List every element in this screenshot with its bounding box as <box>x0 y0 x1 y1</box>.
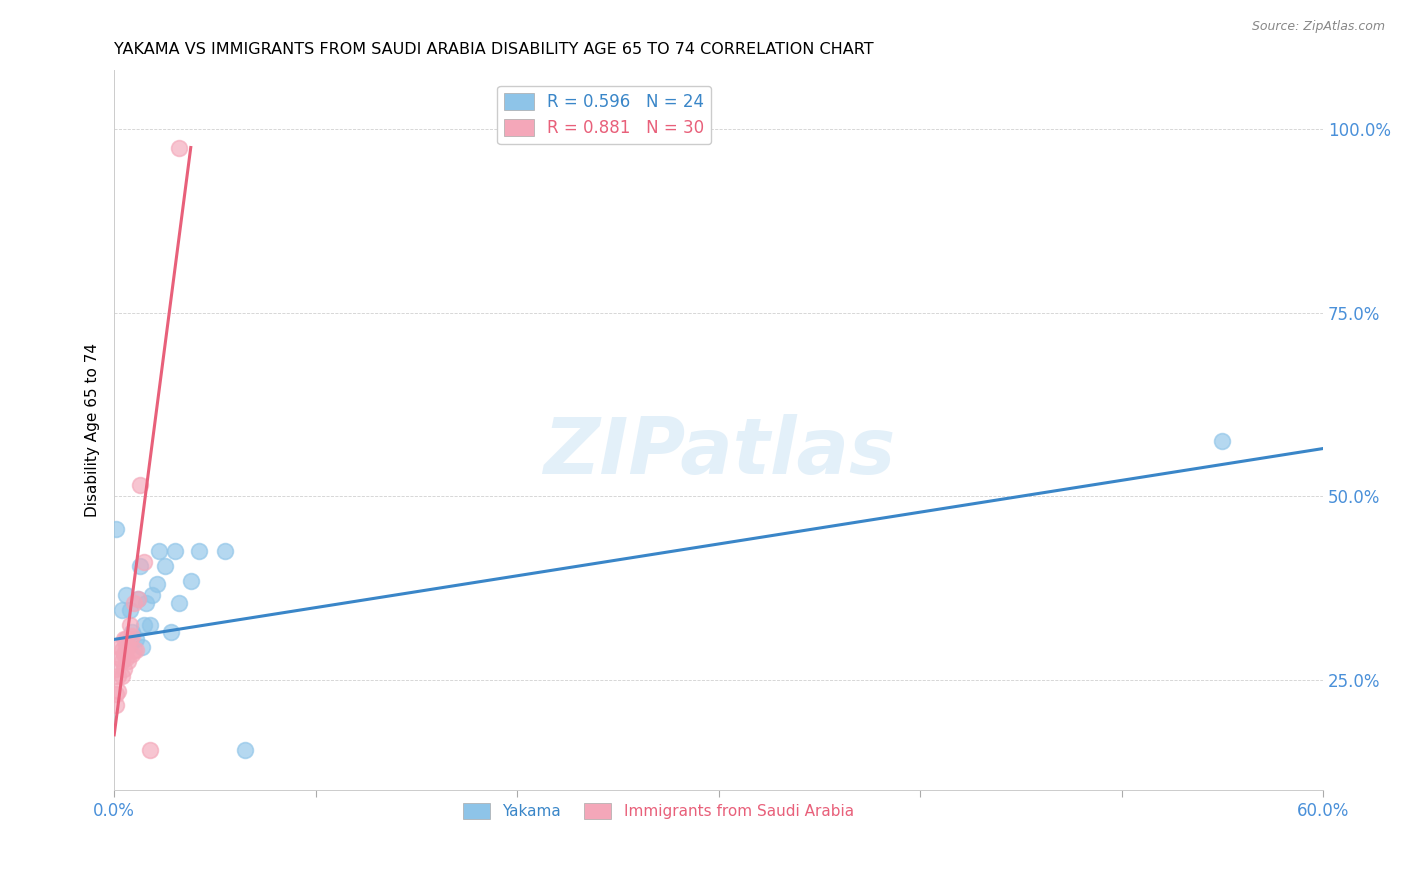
Point <box>121 625 143 640</box>
Point <box>180 574 202 588</box>
Point <box>111 603 134 617</box>
Point <box>107 669 129 683</box>
Point <box>120 603 142 617</box>
Point <box>111 655 134 669</box>
Point <box>139 742 162 756</box>
Text: ZIPatlas: ZIPatlas <box>543 414 894 490</box>
Point <box>110 650 132 665</box>
Point <box>233 742 256 756</box>
Point <box>115 640 138 654</box>
Y-axis label: Disability Age 65 to 74: Disability Age 65 to 74 <box>86 343 100 517</box>
Point <box>159 625 181 640</box>
Point <box>141 588 163 602</box>
Point <box>127 592 149 607</box>
Point <box>127 592 149 607</box>
Point <box>135 596 157 610</box>
Point <box>120 617 142 632</box>
Point <box>153 559 176 574</box>
Point <box>120 632 142 647</box>
Point <box>129 478 152 492</box>
Point <box>167 596 190 610</box>
Text: Source: ZipAtlas.com: Source: ZipAtlas.com <box>1251 20 1385 33</box>
Point <box>214 544 236 558</box>
Point <box>105 698 128 713</box>
Point <box>107 683 129 698</box>
Point <box>112 632 135 647</box>
Point <box>115 650 138 665</box>
Point <box>112 662 135 676</box>
Point <box>187 544 209 558</box>
Point <box>121 647 143 661</box>
Point <box>124 596 146 610</box>
Point <box>1211 434 1233 449</box>
Point <box>115 632 138 647</box>
Legend: Yakama, Immigrants from Saudi Arabia: Yakama, Immigrants from Saudi Arabia <box>457 797 860 825</box>
Point <box>131 640 153 654</box>
Point <box>111 643 134 657</box>
Point <box>134 555 156 569</box>
Point <box>129 559 152 574</box>
Point <box>124 643 146 657</box>
Point <box>105 522 128 536</box>
Point <box>148 544 170 558</box>
Point <box>117 640 139 654</box>
Text: YAKAMA VS IMMIGRANTS FROM SAUDI ARABIA DISABILITY AGE 65 TO 74 CORRELATION CHART: YAKAMA VS IMMIGRANTS FROM SAUDI ARABIA D… <box>114 42 873 57</box>
Point <box>105 688 128 702</box>
Point <box>121 629 143 643</box>
Point <box>110 640 132 654</box>
Point <box>125 643 148 657</box>
Point <box>125 632 148 647</box>
Point <box>115 588 138 602</box>
Point <box>167 140 190 154</box>
Point <box>163 544 186 558</box>
Point <box>112 647 135 661</box>
Point <box>139 617 162 632</box>
Point <box>145 577 167 591</box>
Point <box>111 669 134 683</box>
Point <box>105 662 128 676</box>
Point <box>134 617 156 632</box>
Point <box>117 655 139 669</box>
